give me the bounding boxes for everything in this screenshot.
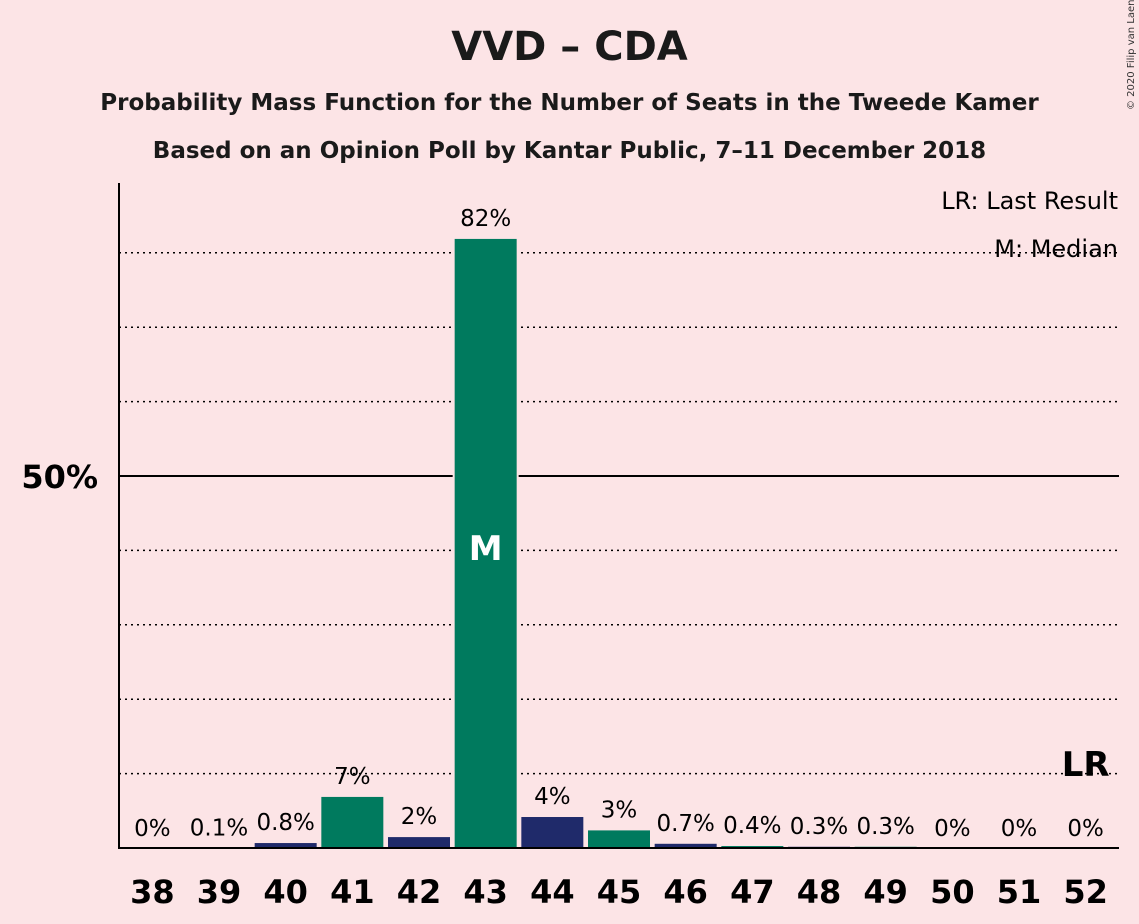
bar-label-46: 0.7% [656,811,714,837]
bar-label-48: 0.3% [790,814,848,840]
x-tick-label-50: 50 [930,873,975,911]
x-tick-label-48: 48 [797,873,842,911]
bar-43 [452,236,519,850]
bar-label-45: 3% [601,797,638,823]
x-tick-label-46: 46 [663,873,708,911]
markers: M LR [469,529,1110,785]
bar-41 [319,794,386,849]
x-tick-label-41: 41 [330,873,375,911]
bar-value-labels: 0% 0.1% 0.8% 7% 2% 82% 4% 3% 0.7% 0.4% 0.3% 0.3% 0% 0… [134,206,1104,842]
x-tick-label-40: 40 [263,873,308,911]
x-tick-label-47: 47 [730,873,775,911]
bar-label-51: 0% [1001,816,1038,842]
median-marker: M [469,529,503,569]
x-tick-label-43: 43 [463,873,508,911]
bar-44 [519,815,586,849]
bar-label-39: 0.1% [190,815,248,841]
bar-label-42: 2% [401,804,438,830]
bar-label-49: 0.3% [856,814,914,840]
bar-45 [586,828,652,850]
x-tick-label-44: 44 [530,873,575,911]
bar-label-44: 4% [534,784,571,810]
chart-subtitle: Probability Mass Function for the Number… [100,90,1039,116]
bar-42 [386,835,452,850]
x-axis-tick-labels: 38 39 40 41 42 43 44 45 46 47 48 49 50 51 52 [130,873,1108,911]
bar-label-41: 7% [334,764,371,790]
bar-label-40: 0.8% [256,810,314,836]
legend-median: M: Median [994,235,1118,263]
x-tick-label-38: 38 [130,873,175,911]
chart-subtitle-poll: Based on an Opinion Poll by Kantar Publi… [152,138,987,164]
legend-last-result: LR: Last Result [941,187,1118,215]
bar-label-50: 0% [934,816,971,842]
y-axis-tick-label-50: 50% [21,458,98,496]
gridlines [119,252,1119,775]
x-tick-label-42: 42 [397,873,442,911]
bar-label-52: 0% [1067,816,1104,842]
bar-label-43: 82% [460,206,511,232]
x-tick-label-45: 45 [597,873,642,911]
x-tick-label-52: 52 [1063,873,1108,911]
bar-label-38: 0% [134,816,171,842]
chart-title: VVD – CDA [451,24,688,70]
bar-label-47: 0.4% [723,813,781,839]
bars [186,236,919,850]
last-result-marker: LR [1062,745,1110,785]
x-tick-label-51: 51 [997,873,1042,911]
x-tick-label-49: 49 [863,873,908,911]
x-tick-label-39: 39 [197,873,242,911]
